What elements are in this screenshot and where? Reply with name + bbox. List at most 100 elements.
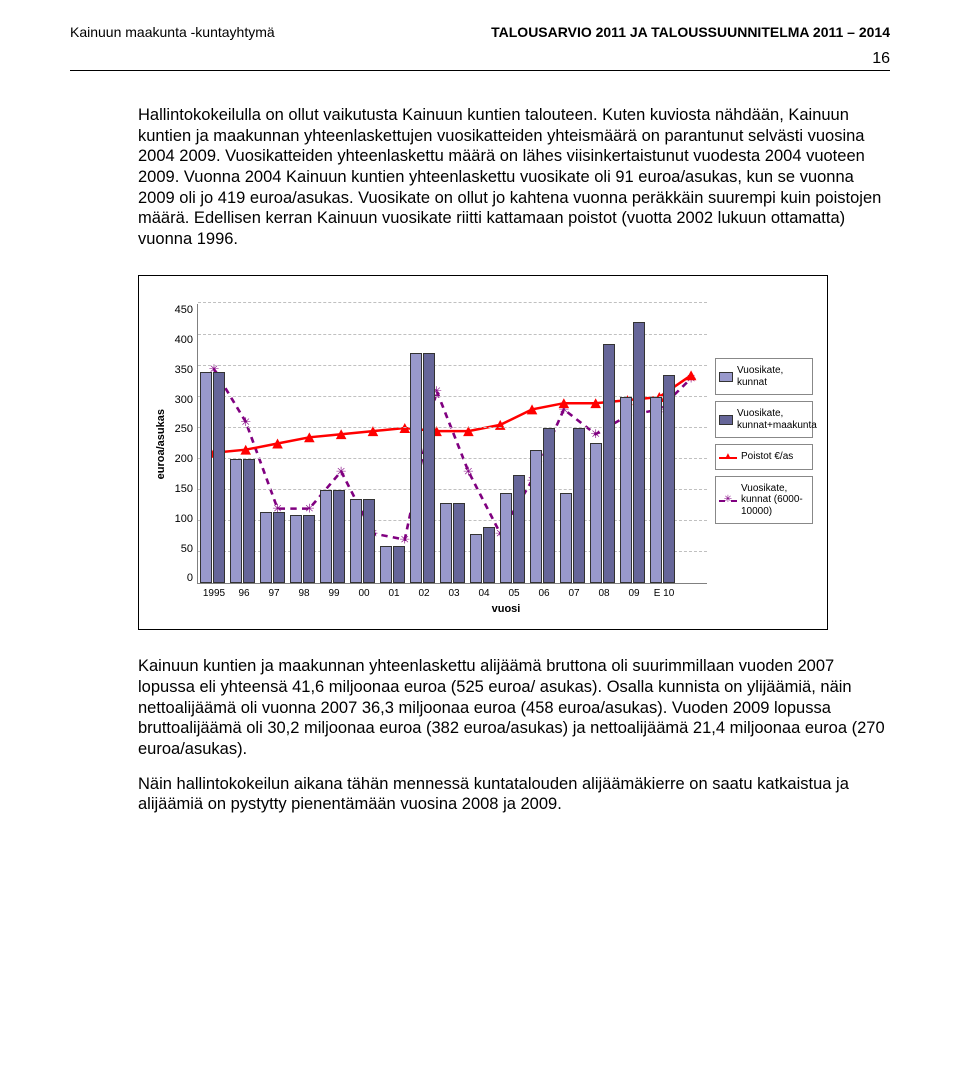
x-tick: 96 (229, 588, 259, 599)
bar-series-b (633, 322, 645, 583)
bar-series-b (663, 375, 675, 583)
bar-series-a (230, 459, 242, 583)
bar-series-a (560, 493, 572, 583)
bar-series-a (410, 353, 422, 583)
bar-series-b (213, 372, 225, 584)
y-tick: 150 (169, 483, 193, 495)
svg-text:✳: ✳ (336, 465, 347, 479)
svg-text:✳: ✳ (399, 533, 410, 547)
chart-x-axis-label: vuosi (199, 603, 813, 615)
x-tick: 97 (259, 588, 289, 599)
bar-series-b (573, 428, 585, 584)
bar-series-b (483, 527, 495, 583)
header-rule (70, 70, 890, 71)
x-tick: 03 (439, 588, 469, 599)
page-header: Kainuun maakunta -kuntayhtymä TALOUSARVI… (70, 24, 890, 46)
legend-line2-swatch: ✳ (719, 495, 737, 505)
bar-series-a (200, 372, 212, 584)
gridline (198, 334, 707, 335)
page-number: 16 (872, 50, 890, 67)
x-tick: 1995 (199, 588, 229, 599)
legend-label-a: Vuosikate, kunnat (737, 365, 809, 388)
bar-series-b (453, 503, 465, 584)
legend-label-b: Vuosikate, kunnat+maakunta (737, 408, 817, 431)
page-number-row: 16 (70, 46, 890, 70)
chart-y-ticks: 050100150200250300350400450 (169, 304, 197, 584)
y-tick: 450 (169, 304, 193, 316)
legend-item-line2: ✳ Vuosikate, kunnat (6000-10000) (719, 483, 809, 518)
header-left: Kainuun maakunta -kuntayhtymä (70, 24, 275, 40)
bar-series-b (243, 459, 255, 583)
bar-series-a (320, 490, 332, 583)
x-tick: 01 (379, 588, 409, 599)
bar-series-a (290, 515, 302, 583)
x-tick: 02 (409, 588, 439, 599)
bar-series-a (350, 499, 362, 583)
x-tick: 00 (349, 588, 379, 599)
bar-series-b (333, 490, 345, 583)
gridline (198, 365, 707, 366)
bar-series-b (363, 499, 375, 583)
legend-item-series-a: Vuosikate, kunnat (719, 365, 809, 388)
bar-series-a (590, 443, 602, 583)
x-tick: 09 (619, 588, 649, 599)
y-tick: 350 (169, 364, 193, 376)
body-paragraph-2: Kainuun kuntien ja maakunnan yhteenlaske… (70, 656, 890, 759)
x-tick: E 10 (649, 588, 679, 599)
svg-text:✳: ✳ (686, 372, 697, 386)
triangle-icon: ▲ (723, 452, 733, 462)
header-right: TALOUSARVIO 2011 JA TALOUSSUUNNITELMA 20… (491, 24, 890, 40)
body-paragraph-3: Näin hallintokokeilun aikana tähän menne… (70, 774, 890, 815)
y-tick: 200 (169, 453, 193, 465)
svg-text:✳: ✳ (304, 502, 315, 516)
y-tick: 50 (169, 543, 193, 555)
chart-container: euroa/asukas 050100150200250300350400450… (138, 275, 828, 630)
legend-group-1: Vuosikate, kunnat (715, 358, 813, 395)
bar-series-a (620, 397, 632, 584)
legend-swatch-b (719, 415, 733, 425)
bar-series-a (470, 534, 482, 584)
legend-group-2: Vuosikate, kunnat+maakunta (715, 401, 813, 438)
chart-legend: Vuosikate, kunnat Vuosikate, kunnat+maak… (715, 358, 813, 530)
y-tick: 100 (169, 513, 193, 525)
x-tick: 04 (469, 588, 499, 599)
bar-series-b (303, 515, 315, 583)
body-paragraph-1: Hallintokokeilulla on ollut vaikutusta K… (70, 105, 890, 249)
bar-series-a (650, 397, 662, 584)
legend-group-3: ▲ Poistot €/as (715, 444, 813, 470)
gridline (198, 302, 707, 303)
x-tick: 08 (589, 588, 619, 599)
legend-line1-swatch: ▲ (719, 452, 737, 462)
bar-series-a (440, 503, 452, 584)
chart-plot-area: ✳✳✳✳✳✳✳✳✳✳✳✳✳✳✳✳ (197, 304, 707, 584)
svg-text:✳: ✳ (463, 465, 474, 479)
x-marker-icon: ✳ (724, 495, 732, 505)
bar-series-a (260, 512, 272, 584)
bar-series-b (603, 344, 615, 584)
x-tick: 05 (499, 588, 529, 599)
legend-swatch-a (719, 372, 733, 382)
legend-item-line1: ▲ Poistot €/as (719, 451, 809, 463)
legend-label-line2: Vuosikate, kunnat (6000-10000) (741, 483, 809, 518)
legend-label-line1: Poistot €/as (741, 451, 793, 463)
bar-series-a (530, 450, 542, 584)
legend-group-4: ✳ Vuosikate, kunnat (6000-10000) (715, 476, 813, 525)
svg-text:✳: ✳ (559, 403, 570, 417)
y-tick: 0 (169, 572, 193, 584)
x-tick: 07 (559, 588, 589, 599)
bar-series-b (273, 512, 285, 584)
x-tick: 99 (319, 588, 349, 599)
x-tick: 06 (529, 588, 559, 599)
y-tick: 250 (169, 423, 193, 435)
bar-series-b (513, 475, 525, 584)
y-tick: 300 (169, 394, 193, 406)
legend-item-series-b: Vuosikate, kunnat+maakunta (719, 408, 809, 431)
chart-x-ticks: 19959697989900010203040506070809E 10 (199, 588, 679, 599)
chart-plot-wrap: euroa/asukas 050100150200250300350400450… (153, 304, 813, 584)
bar-series-b (543, 428, 555, 584)
chart-y-axis-label: euroa/asukas (153, 409, 169, 479)
svg-text:✳: ✳ (590, 428, 601, 442)
bar-series-a (500, 493, 512, 583)
bar-series-b (393, 546, 405, 583)
x-tick: 98 (289, 588, 319, 599)
